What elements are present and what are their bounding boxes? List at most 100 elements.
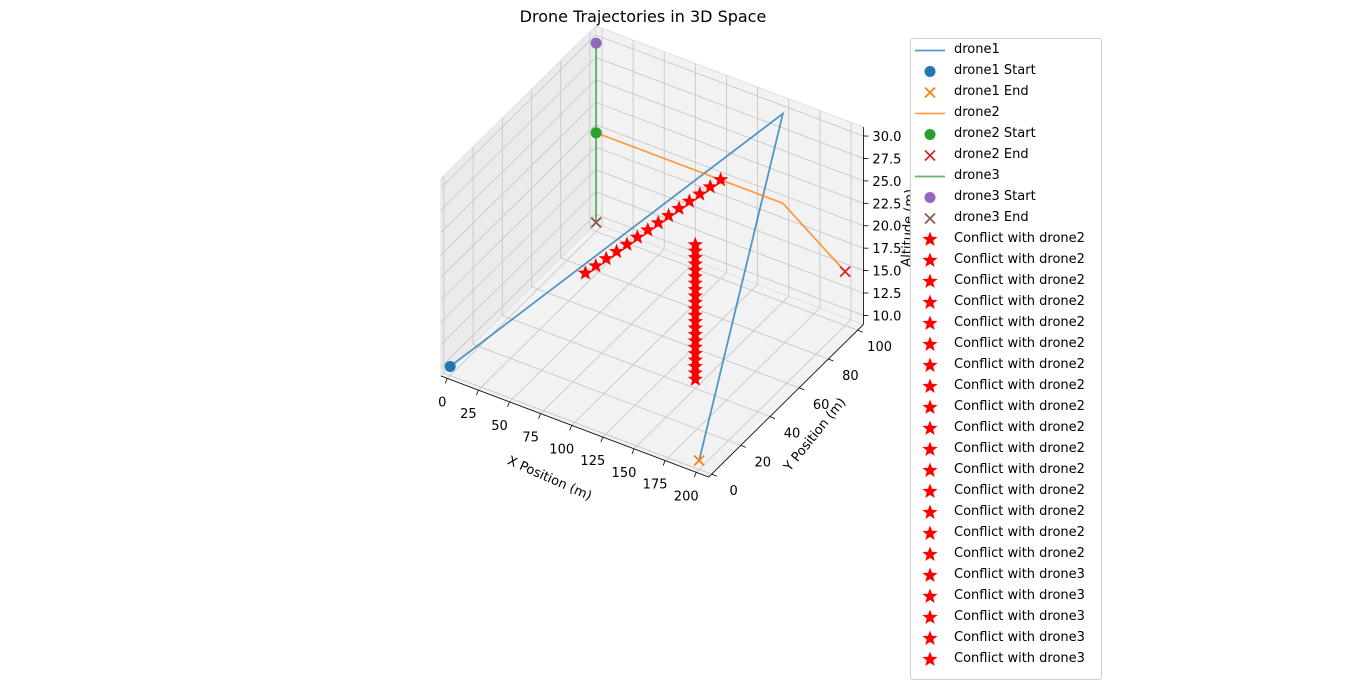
drone2-end-marker bbox=[839, 266, 851, 278]
y-tick-label: 20 bbox=[755, 455, 772, 470]
grid-line bbox=[595, 79, 864, 182]
legend-label: Conflict with drone2 bbox=[954, 315, 1085, 330]
x-tick-label: 125 bbox=[580, 454, 605, 469]
legend-star-swatch bbox=[922, 231, 938, 246]
legend-item: Conflict with drone2 bbox=[911, 355, 1101, 376]
legend-item: Conflict with drone2 bbox=[911, 334, 1101, 355]
conflict-star bbox=[687, 371, 703, 386]
legend-marker-star bbox=[922, 462, 938, 477]
legend-item: Conflict with drone2 bbox=[911, 271, 1101, 292]
grid-line bbox=[595, 169, 864, 272]
conflict-star bbox=[687, 268, 703, 284]
z-tick-label: 22.5 bbox=[872, 197, 901, 212]
x-tick-mark bbox=[631, 448, 635, 454]
legend-label: Conflict with drone3 bbox=[954, 609, 1085, 624]
x-marker-stroke bbox=[839, 266, 851, 278]
legend-item: Conflict with drone2 bbox=[911, 523, 1101, 544]
legend-label: Conflict with drone2 bbox=[954, 504, 1085, 519]
legend-item: Conflict with drone3 bbox=[911, 586, 1101, 607]
legend-item: Conflict with drone3 bbox=[911, 649, 1101, 670]
legend-label: drone3 bbox=[954, 168, 1000, 183]
x-tick-mark bbox=[538, 413, 541, 419]
legend-marker-star bbox=[922, 252, 938, 267]
legend-star-swatch bbox=[922, 294, 938, 309]
chart-title: Drone Trajectories in 3D Space bbox=[520, 7, 767, 26]
legend-item: Conflict with drone3 bbox=[911, 628, 1101, 649]
legend-item: drone3 Start bbox=[911, 187, 1101, 208]
legend-marker-x bbox=[924, 212, 936, 225]
conflict-star bbox=[687, 275, 703, 290]
conflict-star bbox=[687, 288, 703, 303]
x-tick-label: 75 bbox=[522, 431, 539, 446]
drone3-end-marker bbox=[590, 216, 602, 229]
grid-line bbox=[440, 34, 597, 188]
legend-label: drone1 End bbox=[954, 84, 1029, 99]
legend-marker-star bbox=[922, 651, 938, 666]
grid-line bbox=[664, 307, 821, 461]
legend-label: drone1 bbox=[954, 42, 1000, 57]
conflict-star bbox=[640, 222, 656, 237]
y-tick-mark bbox=[828, 358, 834, 362]
x-tick-mark bbox=[507, 401, 510, 407]
legend-marker-star bbox=[922, 231, 938, 246]
conflict-star bbox=[687, 307, 703, 322]
conflict-star bbox=[661, 207, 677, 223]
legend-marker-line bbox=[915, 49, 945, 52]
x-tick-mark bbox=[569, 425, 573, 431]
z-tick-label: 20.0 bbox=[872, 220, 901, 235]
legend-star-swatch bbox=[922, 315, 938, 330]
legend-star-swatch bbox=[922, 441, 938, 456]
legend-star-swatch bbox=[922, 630, 938, 645]
grid-line bbox=[595, 101, 864, 204]
conflict-star bbox=[687, 345, 703, 361]
x-tick-label: 50 bbox=[491, 419, 508, 434]
x-tick-label: 175 bbox=[643, 478, 668, 493]
legend-label: Conflict with drone3 bbox=[954, 588, 1085, 603]
conflict-star bbox=[687, 243, 703, 258]
legend-item: Conflict with drone2 bbox=[911, 439, 1101, 460]
legend-label: drone3 Start bbox=[954, 189, 1036, 204]
grid-line bbox=[633, 295, 790, 450]
grid-line bbox=[595, 191, 864, 294]
legend-label: Conflict with drone2 bbox=[954, 546, 1085, 561]
grid-line bbox=[509, 248, 665, 403]
legend-item: Conflict with drone2 bbox=[911, 313, 1101, 334]
legend-item: drone3 End bbox=[911, 208, 1101, 229]
grid-line bbox=[571, 272, 727, 426]
legend-label: Conflict with drone3 bbox=[954, 567, 1085, 582]
conflict-star bbox=[650, 214, 666, 230]
legend-item: Conflict with drone2 bbox=[911, 397, 1101, 418]
x-marker-stroke bbox=[693, 454, 705, 467]
x-tick-label: 100 bbox=[549, 442, 574, 457]
conflict-star bbox=[713, 171, 729, 187]
legend-star-swatch bbox=[922, 357, 938, 372]
legend-label: Conflict with drone3 bbox=[954, 651, 1085, 666]
legend-x-swatch bbox=[924, 212, 936, 225]
legend-item: drone2 Start bbox=[911, 124, 1101, 145]
legend-star-swatch bbox=[922, 399, 938, 414]
conflict-star bbox=[702, 179, 718, 194]
legend-x-swatch bbox=[924, 86, 936, 99]
legend-item: drone1 bbox=[911, 40, 1101, 61]
x-tick-label: 0 bbox=[438, 395, 446, 410]
grid-line bbox=[595, 213, 864, 316]
drone1-start-marker bbox=[444, 361, 456, 372]
legend-marker-star bbox=[922, 441, 938, 456]
legend-marker-star bbox=[922, 567, 938, 582]
legend-label: Conflict with drone2 bbox=[954, 336, 1085, 351]
legend-item: Conflict with drone2 bbox=[911, 376, 1101, 397]
grid-line bbox=[440, 124, 597, 278]
legend-marker-star bbox=[922, 525, 938, 540]
y-tick-mark bbox=[740, 444, 746, 448]
legend-marker-x bbox=[924, 149, 936, 162]
legend-marker-star bbox=[922, 630, 938, 645]
legend-item: Conflict with drone2 bbox=[911, 418, 1101, 439]
legend-marker-star bbox=[922, 609, 938, 624]
legend-item: drone2 bbox=[911, 103, 1101, 124]
legend-item: Conflict with drone2 bbox=[911, 481, 1101, 502]
grid-line bbox=[440, 79, 597, 233]
x-tick-mark bbox=[662, 460, 666, 466]
conflict-star bbox=[671, 200, 687, 215]
legend-item: drone1 End bbox=[911, 82, 1101, 103]
grid-line bbox=[595, 56, 864, 159]
